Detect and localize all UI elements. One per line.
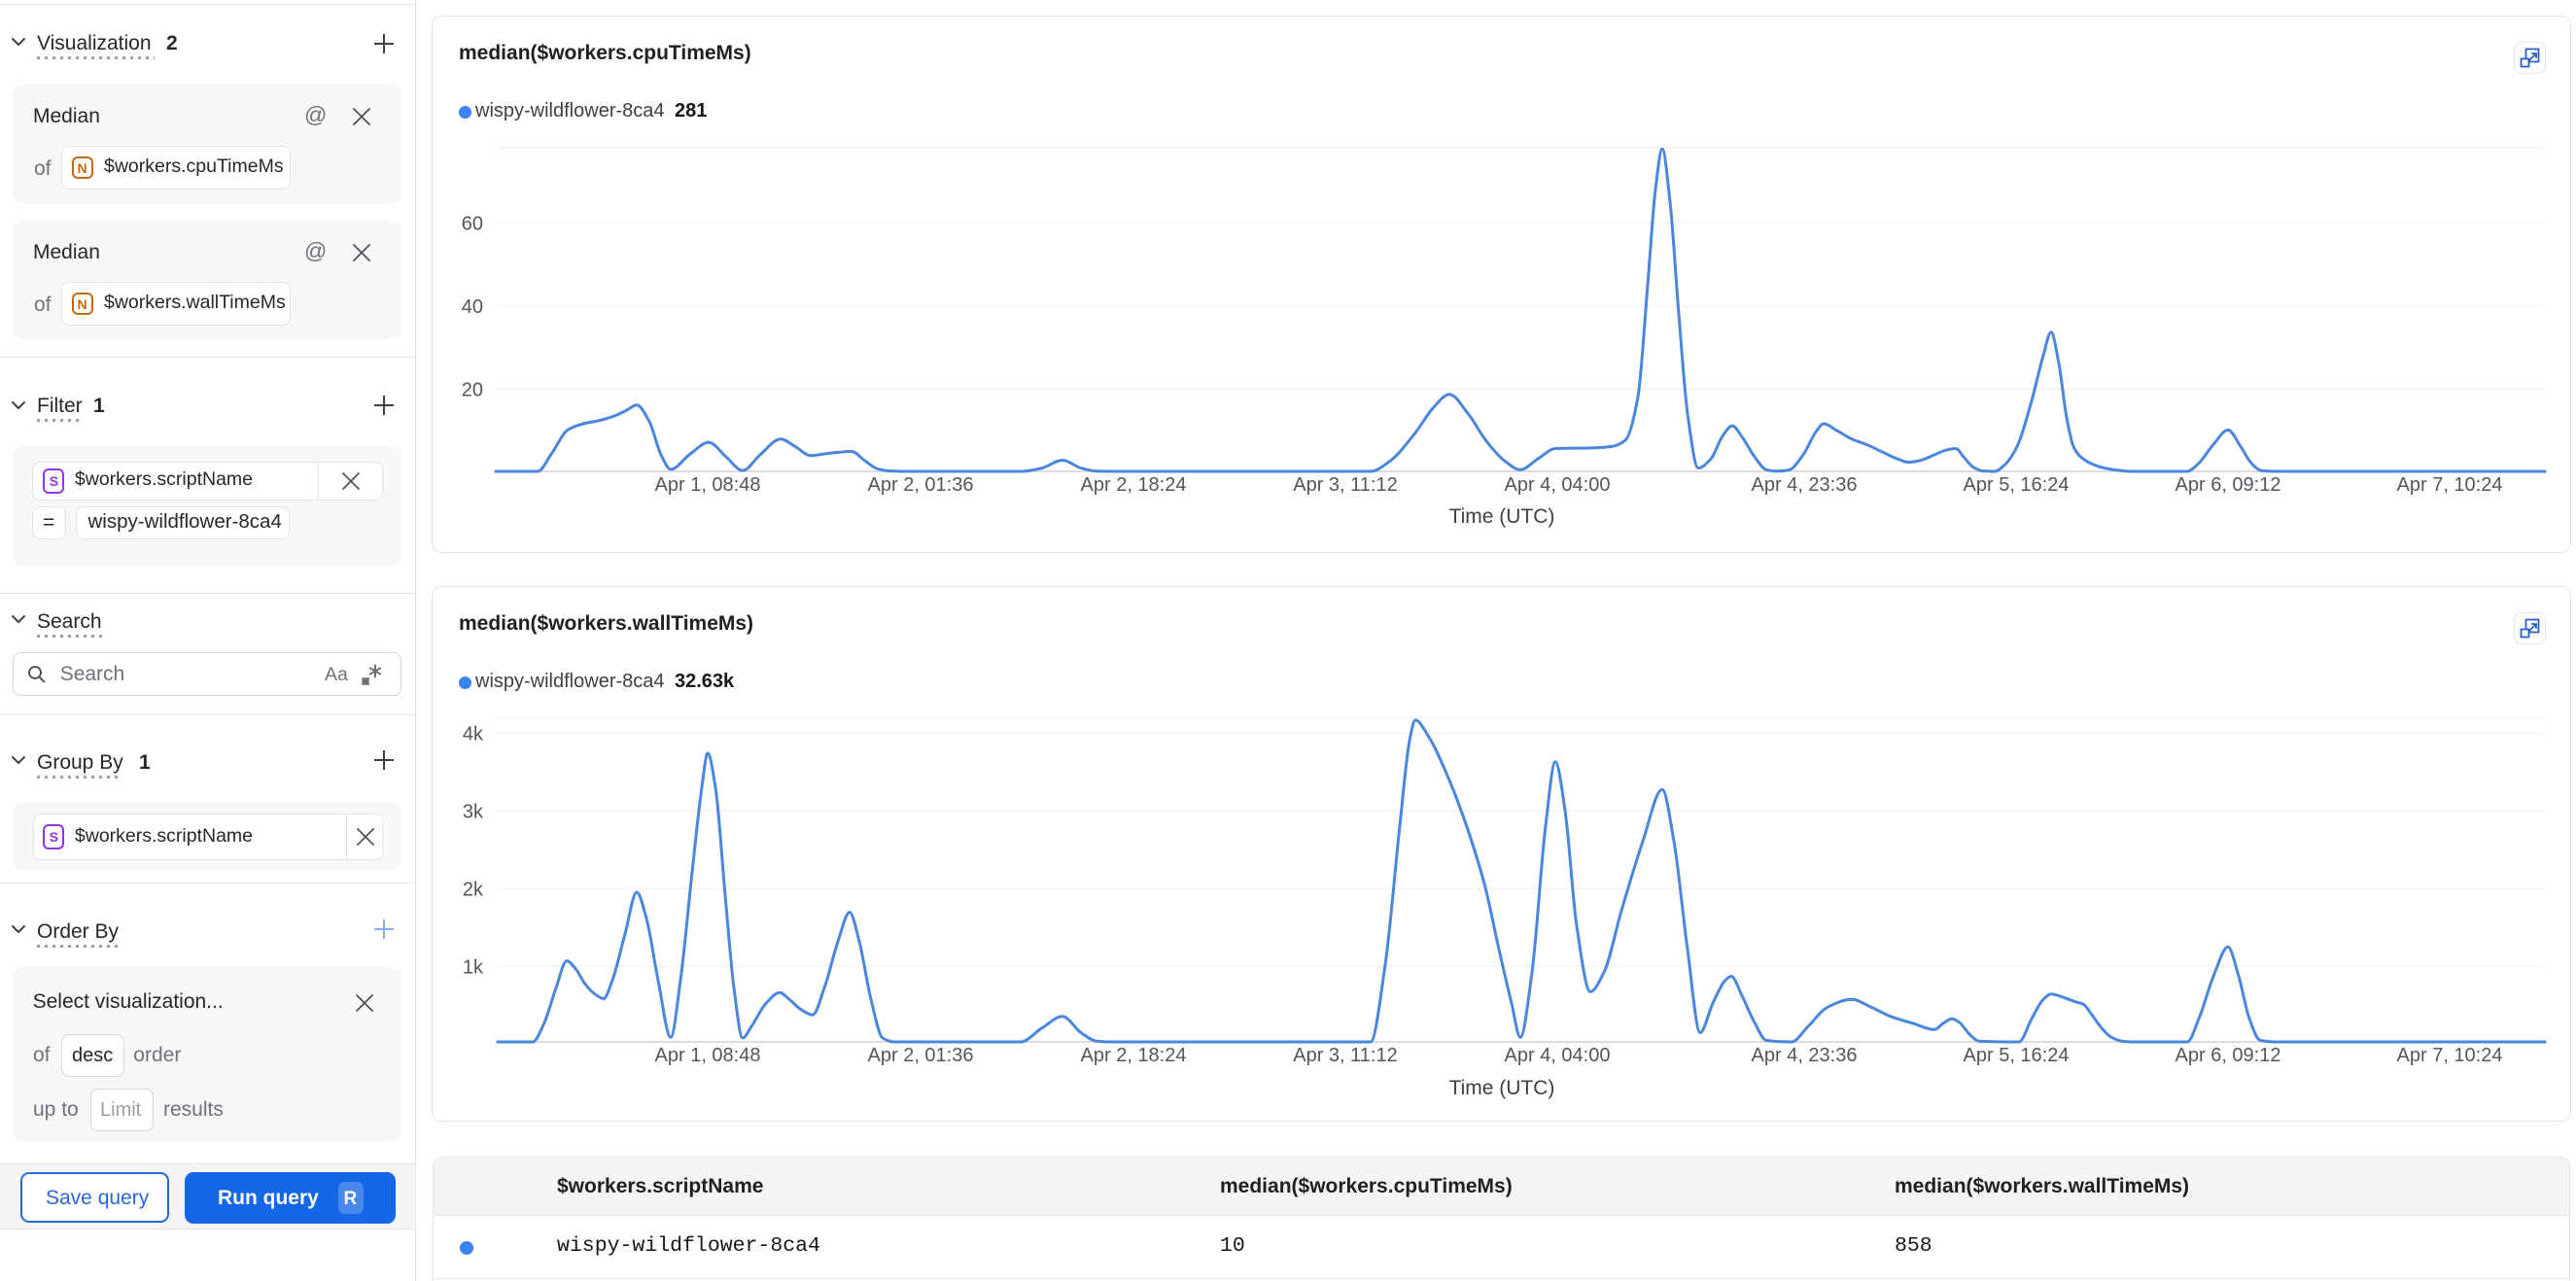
svg-text:Apr 7, 10:24: Apr 7, 10:24 — [2397, 474, 2503, 496]
svg-text:Apr 4, 23:36: Apr 4, 23:36 — [1752, 474, 1858, 496]
svg-text:Apr 1, 08:48: Apr 1, 08:48 — [655, 474, 761, 496]
svg-text:40: 40 — [462, 296, 483, 318]
svg-text:Apr 2, 01:36: Apr 2, 01:36 — [868, 1045, 974, 1066]
svg-text:3k: 3k — [463, 802, 484, 823]
svg-text:Apr 4, 04:00: Apr 4, 04:00 — [1505, 474, 1611, 496]
svg-text:Apr 7, 10:24: Apr 7, 10:24 — [2397, 1045, 2503, 1066]
svg-text:Apr 2, 18:24: Apr 2, 18:24 — [1081, 474, 1187, 496]
svg-text:4k: 4k — [463, 724, 484, 745]
svg-text:Apr 4, 04:00: Apr 4, 04:00 — [1505, 1045, 1611, 1066]
svg-text:Apr 1, 08:48: Apr 1, 08:48 — [655, 1045, 761, 1066]
svg-text:Apr 4, 23:36: Apr 4, 23:36 — [1752, 1045, 1858, 1066]
svg-text:Time (UTC): Time (UTC) — [1449, 1077, 1555, 1099]
svg-text:Time (UTC): Time (UTC) — [1449, 505, 1555, 528]
svg-text:Apr 2, 18:24: Apr 2, 18:24 — [1081, 1045, 1187, 1066]
svg-text:Apr 5, 16:24: Apr 5, 16:24 — [1964, 1045, 2070, 1066]
svg-text:Apr 6, 09:12: Apr 6, 09:12 — [2176, 1045, 2281, 1066]
svg-text:Apr 5, 16:24: Apr 5, 16:24 — [1964, 474, 2070, 496]
svg-text:60: 60 — [462, 213, 483, 234]
svg-text:1k: 1k — [463, 956, 484, 978]
svg-text:Apr 3, 11:12: Apr 3, 11:12 — [1293, 474, 1397, 496]
svg-text:Apr 3, 11:12: Apr 3, 11:12 — [1293, 1045, 1397, 1066]
svg-text:2k: 2k — [463, 879, 484, 900]
svg-text:20: 20 — [462, 379, 483, 400]
svg-text:Apr 6, 09:12: Apr 6, 09:12 — [2176, 474, 2281, 496]
svg-text:Apr 2, 01:36: Apr 2, 01:36 — [868, 474, 974, 496]
